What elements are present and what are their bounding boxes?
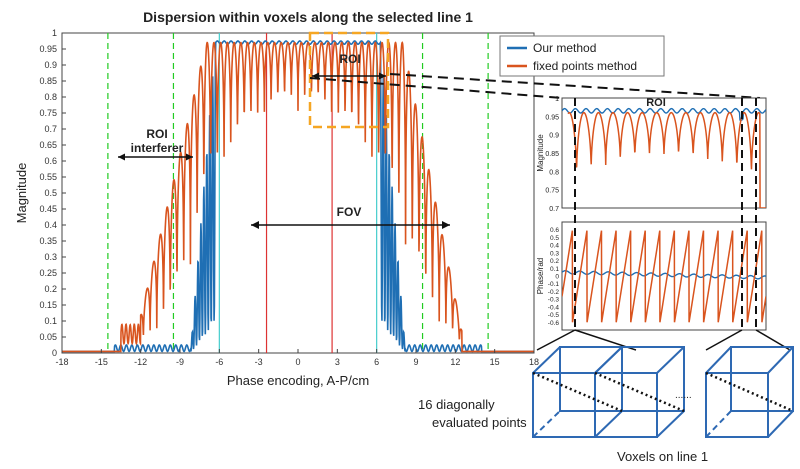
- inset-phase-ticks: -0.6-0.5-0.4-0.3-0.2-0.100.10.20.30.40.5…: [548, 227, 560, 327]
- diagonal-points-1: [532, 371, 623, 413]
- y-tick-label: 0.5: [44, 188, 57, 198]
- y-tick-label: 0.45: [39, 204, 57, 214]
- connector-left-1: [536, 329, 576, 351]
- inset-magnitude-fixed-points: [567, 111, 766, 208]
- x-tick-label: -12: [134, 357, 147, 367]
- legend-label-fixed-points: fixed points method: [533, 59, 637, 73]
- connector-right-1: [705, 329, 743, 351]
- inset-phase-tick-label: -0.3: [548, 297, 560, 304]
- legend-label-our-method: Our method: [533, 41, 596, 55]
- y-tick-label: 0.15: [39, 300, 57, 310]
- x-tick-label: 12: [450, 357, 460, 367]
- diagonal-points-2: [594, 371, 685, 413]
- zoom-line-bottom: [309, 77, 563, 99]
- inset-magnitude-tick-label: 0.95: [545, 114, 559, 121]
- x-tick-label: -6: [215, 357, 223, 367]
- y-tick-label: 0.4: [44, 220, 57, 230]
- x-tick-label: 0: [295, 357, 300, 367]
- inset-phase-tick-label: 0.1: [550, 266, 559, 273]
- inset-magnitude-tick-label: 1: [555, 96, 559, 103]
- voxels-on-line-label: Voxels on line 1: [617, 449, 708, 464]
- y-tick-label: 0.7: [44, 124, 57, 134]
- inset-phase-tick-label: 0.2: [550, 258, 559, 265]
- interferer-label-line2: interferer: [131, 141, 184, 155]
- y-tick-label: 0.1: [44, 316, 57, 326]
- interferer-arrow-head-left: [118, 153, 125, 161]
- x-tick-label: -15: [95, 357, 108, 367]
- roi-label-main: ROI: [339, 52, 360, 66]
- y-tick-label: 0: [52, 348, 57, 358]
- inset-phase-tick-label: 0.5: [550, 235, 559, 242]
- voxels-ellipsis: ......: [675, 390, 692, 401]
- x-tick-label: -9: [176, 357, 184, 367]
- inset-phase-tick-label: -0.2: [548, 289, 560, 296]
- inset-magnitude-tick-label: 0.8: [549, 169, 559, 176]
- legend-box: [499, 35, 665, 77]
- y-tick-label: 0.25: [39, 268, 57, 278]
- y-axis-label: Magnitude: [14, 163, 29, 224]
- y-tick-label: 0.2: [44, 284, 57, 294]
- inset-magnitude-ticks: 0.7 0.75 0.8 0.85 0.9 0.95 1: [545, 96, 559, 213]
- y-tick-label: 0.75: [39, 108, 57, 118]
- inset-magnitude-our-method: [562, 107, 766, 122]
- voxel-cubes: [532, 346, 794, 438]
- x-tick-label: 3: [335, 357, 340, 367]
- fov-arrow-head-right: [442, 221, 450, 229]
- y-tick-label: 0.55: [39, 172, 57, 182]
- diagonal-points-3: [705, 371, 794, 413]
- y-tick-label: 0.3: [44, 252, 57, 262]
- x-tick-label: 18: [529, 357, 539, 367]
- y-tick-label: 0.05: [39, 332, 57, 342]
- eval-points-label-line2: evaluated points: [432, 415, 527, 430]
- x-tick-label: 15: [490, 357, 500, 367]
- roi-arrow-head-right: [379, 72, 386, 80]
- y-tick-label: 0.35: [39, 236, 57, 246]
- chart-title: Dispersion within voxels along the selec…: [143, 9, 473, 25]
- x-tick-label: 9: [413, 357, 418, 367]
- inset-phase-series: [562, 230, 766, 323]
- x-axis-label: Phase encoding, A-P/cm: [227, 373, 369, 388]
- inset-phase-ylabel: Phase/rad: [536, 258, 545, 294]
- x-tick-label: -3: [255, 357, 263, 367]
- voxel-cube-2: [594, 346, 685, 438]
- y-tick-label: 0.65: [39, 140, 57, 150]
- inset-phase-tick-label: 0.6: [550, 227, 559, 234]
- interferer-arrow-head-right: [186, 153, 193, 161]
- fov-arrow-head-left: [251, 221, 259, 229]
- inset-phase-tick-label: -0.6: [548, 320, 560, 327]
- interferer-label-line1: ROI: [146, 127, 167, 141]
- inset-magnitude-series: [562, 107, 766, 208]
- inset-phase-tick-label: 0: [555, 274, 559, 281]
- inset-magnitude-tick-label: 0.85: [545, 151, 559, 158]
- roi-box: [308, 31, 390, 129]
- y-tick-label: 0.6: [44, 156, 57, 166]
- zoom-line-top: [389, 73, 761, 99]
- voxel-cube-3: [705, 346, 794, 438]
- inset-magnitude-tick-label: 0.75: [545, 188, 559, 195]
- inset-magnitude-ylabel: Magnitude: [536, 134, 545, 172]
- x-tick-label: 6: [374, 357, 379, 367]
- inset-phase-tick-label: -0.5: [548, 312, 560, 319]
- legend: Our method fixed points method: [499, 35, 665, 77]
- inset-phase-tick-label: -0.4: [548, 304, 560, 311]
- y-tick-label: 0.9: [44, 60, 57, 70]
- inset-phase-tick-label: 0.3: [550, 250, 559, 257]
- inset-roi-title: ROI: [646, 97, 666, 109]
- eval-points-label-line1: 16 diagonally: [418, 397, 495, 412]
- y-tick-label: 1: [52, 28, 57, 38]
- inset-phase-tick-label: -0.1: [548, 281, 560, 288]
- inset-magnitude-tick-label: 0.9: [549, 133, 559, 140]
- inset-phase-fixed-points: [562, 230, 766, 323]
- inset-magnitude-tick-label: 0.7: [549, 206, 559, 213]
- y-tick-label: 0.85: [39, 76, 57, 86]
- y-tick-label: 0.8: [44, 92, 57, 102]
- inset-phase-tick-label: 0.4: [550, 243, 559, 250]
- fov-label: FOV: [337, 205, 362, 219]
- series-fixed-points-method: [62, 41, 534, 353]
- main-axis-ticks: -18 -15 -12 -9 -6 -3 0 3 6 9 12 15 18 0 0.05 0.1 0.15 0.2…: [39, 28, 539, 367]
- x-tick-label: -18: [55, 357, 68, 367]
- y-tick-label: 0.95: [39, 44, 57, 54]
